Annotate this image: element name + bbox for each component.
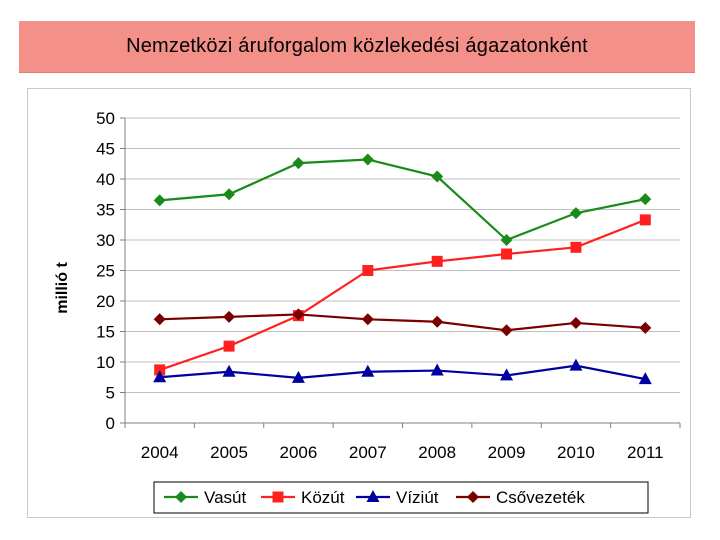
- data-point-vasut: [292, 157, 305, 170]
- legend-box: [153, 481, 649, 514]
- axes: [124, 118, 681, 428]
- data-point-csovezetek: [569, 316, 582, 329]
- y-tick-label: 35: [96, 201, 115, 220]
- x-tick-label: 2006: [280, 443, 318, 462]
- data-point-vasut: [361, 153, 374, 166]
- data-point-kozut: [431, 255, 443, 267]
- data-point-kozut: [223, 340, 235, 352]
- data-point-kozut: [501, 248, 513, 260]
- legend-marker-viziut: [366, 490, 380, 502]
- x-tick-label: 2011: [627, 443, 664, 462]
- series-line-kozut: [159, 218, 646, 371]
- legend-label-vasut: Vasút: [204, 488, 246, 507]
- x-tick-label: 2008: [418, 443, 456, 462]
- y-tick-label: 40: [96, 170, 115, 189]
- gridlines: [120, 117, 680, 424]
- data-point-kozut: [362, 265, 374, 276]
- y-tick-label: 15: [96, 323, 115, 342]
- data-point-vasut: [431, 170, 444, 183]
- series-csovezetek: [153, 308, 652, 337]
- data-point-vasut: [223, 188, 236, 201]
- data-point-kozut: [570, 241, 582, 253]
- data-point-csovezetek: [153, 313, 166, 326]
- slide-title: Nemzetközi áruforgalom közlekedési ágaza…: [126, 35, 588, 57]
- data-point-csovezetek: [361, 313, 374, 326]
- series-vasut: [153, 153, 652, 246]
- y-tick-label: 5: [106, 384, 115, 403]
- x-tick-labels: 2004 2005 2006 2007 2008 2009 2010 2011: [141, 443, 664, 462]
- data-point-viziut: [569, 358, 583, 371]
- data-point-viziut: [638, 372, 652, 385]
- data-point-vasut: [639, 193, 652, 206]
- data-point-vasut: [569, 207, 582, 220]
- y-tick-label: 50: [96, 109, 115, 128]
- data-point-csovezetek: [500, 324, 513, 337]
- y-tick-label: 10: [96, 353, 115, 372]
- legend-label-kozut: Közút: [301, 488, 345, 507]
- data-point-vasut: [500, 234, 513, 246]
- y-tick-label: 0: [106, 414, 115, 433]
- data-point-viziut: [291, 370, 305, 383]
- data-point-csovezetek: [639, 321, 652, 334]
- series-line-csovezetek: [159, 313, 646, 332]
- data-point-viziut: [153, 370, 167, 383]
- y-tick-label: 30: [96, 231, 115, 250]
- series-line-viziut: [159, 364, 646, 381]
- data-point-csovezetek: [223, 310, 236, 323]
- y-axis-label: millió t: [54, 262, 71, 314]
- data-point-csovezetek: [431, 315, 444, 328]
- legend-label-csovezetek: Csővezeték: [496, 488, 585, 507]
- data-point-viziut: [430, 363, 444, 376]
- series-kozut: [154, 214, 651, 376]
- series-line-vasut: [159, 158, 646, 242]
- data-point-kozut: [154, 364, 166, 376]
- y-tick-label: 45: [96, 140, 115, 159]
- data-point-viziut: [222, 364, 236, 377]
- y-tick-labels: 0 5 10 15 20 25 30 35 40 45 50: [96, 109, 115, 433]
- legend-marker-vasut: [175, 491, 187, 503]
- legend-marker-kozut: [272, 491, 284, 503]
- y-tick-label: 25: [96, 262, 115, 281]
- legend: Vasút Közút Víziút Csővezeték: [153, 481, 649, 514]
- data-point-viziut: [500, 368, 514, 381]
- x-tick-label: 2005: [210, 443, 248, 462]
- data-point-csovezetek: [292, 308, 305, 321]
- legend-marker-csovezetek: [467, 491, 479, 503]
- legend-label-viziut: Víziút: [396, 488, 439, 507]
- x-tick-label: 2009: [488, 443, 526, 462]
- x-tick-label: 2004: [141, 443, 179, 462]
- data-point-kozut: [639, 214, 651, 226]
- y-tick-label: 20: [96, 292, 115, 311]
- series-group: [153, 153, 652, 385]
- slide-title-bar: Nemzetközi áruforgalom közlekedési ágaza…: [19, 21, 695, 73]
- series-viziut: [153, 358, 652, 385]
- data-point-viziut: [361, 364, 375, 377]
- x-tick-label: 2010: [557, 443, 595, 462]
- x-tick-label: 2007: [349, 443, 387, 462]
- data-point-vasut: [153, 194, 166, 207]
